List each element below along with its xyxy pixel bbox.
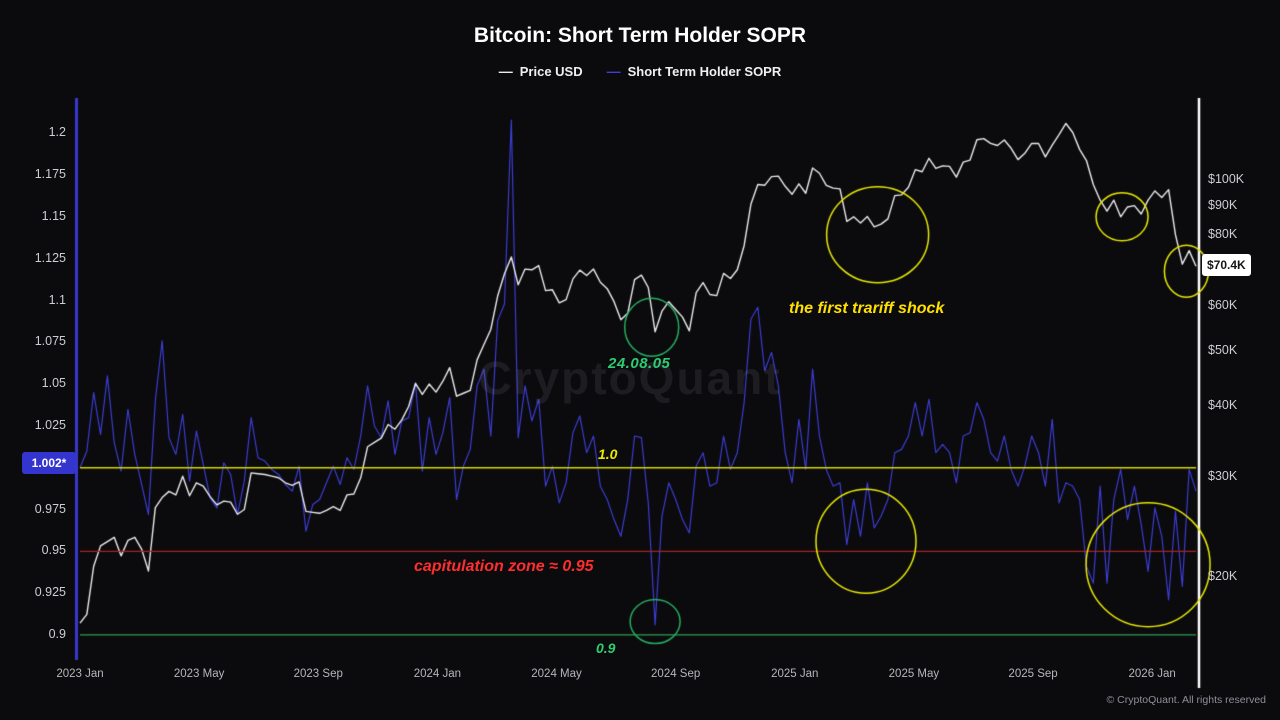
time-axis-tick: 2024 May	[531, 668, 582, 680]
legend-item-price[interactable]: — Price USD	[499, 63, 583, 79]
sopr-one-line-label: 1.0	[598, 446, 618, 462]
price-axis-tick: $90K	[1208, 197, 1238, 212]
sopr-current-value-badge: 1.002*	[22, 452, 76, 475]
sopr-axis-tick: 1.05	[41, 376, 66, 391]
price-current-value-badge: $70.4K	[1202, 254, 1251, 277]
sopr-line-swatch: —	[606, 63, 621, 79]
time-axis-tick: 2023 May	[173, 668, 225, 680]
price-axis-tick: $100K	[1208, 171, 1245, 186]
price-line-swatch: —	[498, 63, 513, 79]
price-axis-tick: $30K	[1208, 468, 1238, 483]
sopr-axis-tick: 1.025	[34, 417, 66, 432]
price-axis-tick: $20K	[1208, 569, 1238, 584]
sopr-axis-tick: 1.2	[48, 125, 66, 140]
price-axis-tick: $80K	[1208, 226, 1238, 241]
sopr-axis-tick: 1.1	[48, 292, 66, 307]
time-axis-tick: 2025 May	[888, 668, 940, 680]
sopr-legend-label: Short Term Holder SOPR	[627, 63, 782, 79]
price-legend-label: Price USD	[519, 63, 583, 79]
time-axis-tick: 2025 Sep	[1008, 668, 1058, 680]
sopr-axis-tick: 0.9	[48, 626, 66, 641]
sopr-axis-tick: 1.125	[34, 250, 66, 265]
price-axis-tick: $40K	[1208, 397, 1238, 412]
sopr-axis-tick: 1.175	[34, 167, 66, 182]
time-axis-tick: 2024 Sep	[651, 668, 701, 680]
time-axis-tick: 2023 Jan	[56, 668, 104, 680]
sopr-axis-tick: 1.15	[41, 209, 66, 223]
legend: — Price USD — Short Term Holder SOPR	[0, 63, 1280, 79]
sopr-axis-tick: 0.925	[34, 585, 66, 600]
price-axis-tick: $50K	[1208, 342, 1238, 357]
time-axis-tick: 2026 Jan	[1128, 668, 1176, 680]
aug5-date-annotation: 24.08.05	[608, 355, 671, 372]
sopr-axis-tick: 1.075	[34, 334, 66, 349]
time-axis-tick: 2024 Jan	[413, 668, 462, 680]
chart-title: Bitcoin: Short Term Holder SOPR	[473, 24, 807, 47]
time-axis-tick: 2025 Jan	[771, 668, 819, 680]
cryptoquant-watermark: CryptoQuant	[478, 352, 782, 404]
tariff-shock-annotation: the first trariff shock	[789, 300, 945, 317]
sopr-axis-tick: 0.95	[41, 543, 66, 558]
sopr-axis-tick: 0.975	[34, 501, 66, 516]
legend-item-sopr[interactable]: — Short Term Holder SOPR	[607, 63, 782, 79]
sopr-zero-nine-label: 0.9	[596, 640, 616, 656]
time-axis-tick: 2023 Sep	[293, 668, 343, 680]
copyright-notice: © CryptoQuant. All rights reserved	[1106, 694, 1266, 706]
price-axis-tick: $60K	[1208, 297, 1238, 312]
capitulation-zone-label: capitulation zone ≈ 0.95	[414, 558, 594, 575]
